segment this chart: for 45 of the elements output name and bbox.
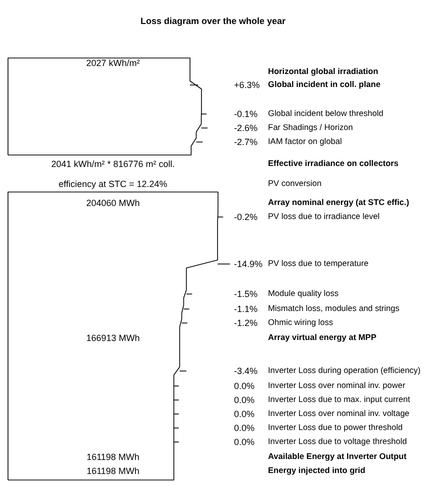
category-label: Effective irradiance on collectors — [268, 158, 399, 168]
category-label: Array nominal energy (at STC effic.) — [268, 197, 410, 207]
category-label: Inverter Loss over nominal inv. power — [268, 380, 406, 390]
category-label: PV loss due to temperature — [268, 258, 369, 268]
text: 2041 kWh/m² * 816776 m² coll. — [51, 159, 175, 169]
category-label: IAM factor on global — [268, 136, 342, 146]
category-label: PV conversion — [268, 178, 322, 188]
data-label: -0.2% — [234, 212, 258, 222]
data-label: -14.9% — [234, 259, 263, 269]
data-label: -2.7% — [234, 137, 258, 147]
category-label: Global incident below threshold — [268, 108, 384, 118]
category-label: Energy injected into grid — [268, 465, 366, 475]
text: efficiency at STC = 12.24% — [58, 179, 168, 189]
data-label: 0.0% — [234, 409, 255, 419]
category-label: Far Shadings / Horizon — [268, 122, 354, 132]
data-label: -1.2% — [234, 318, 258, 328]
category-label: Global incident in coll. plane — [268, 79, 381, 89]
text: Loss diagram over the whole year — [140, 16, 286, 26]
data-label: 0.0% — [234, 381, 255, 391]
data-label: -1.5% — [234, 289, 258, 299]
data-label: -3.4% — [234, 366, 258, 376]
category-label: Ohmic wiring loss — [268, 317, 334, 327]
category-label: Horizontal global irradiation — [268, 66, 378, 76]
category-label: Inverter Loss over nominal inv. voltage — [268, 408, 410, 418]
data-label: 0.0% — [234, 395, 255, 405]
category-label: Inverter Loss due to voltage threshold — [268, 436, 408, 446]
data-label: 0.0% — [234, 423, 255, 433]
category-label: Available Energy at Inverter Output — [268, 451, 407, 461]
category-label: Module quality loss — [268, 288, 339, 298]
text: 161198 MWh — [86, 466, 140, 476]
category-label: Mismatch loss, modules and strings — [268, 303, 400, 313]
text: 204060 MWh — [86, 198, 140, 208]
category-label: Inverter Loss due to power threshold — [268, 422, 404, 432]
text: 2027 kWh/m² — [86, 58, 140, 68]
text: 166913 MWh — [86, 333, 140, 343]
data-label: +6.3% — [234, 80, 260, 90]
category-label: Inverter Loss due to max. input current — [268, 394, 411, 404]
data-label: 0.0% — [234, 437, 255, 447]
category-label: Inverter Loss during operation (efficiency) — [268, 365, 421, 375]
category-label: PV loss due to irradiance level — [268, 211, 380, 221]
category-label: Array virtual energy at MPP — [268, 332, 377, 342]
data-label: -0.1% — [234, 109, 258, 119]
data-label: -2.6% — [234, 123, 258, 133]
data-label: -1.1% — [234, 304, 258, 314]
text: 161198 MWh — [86, 452, 140, 462]
